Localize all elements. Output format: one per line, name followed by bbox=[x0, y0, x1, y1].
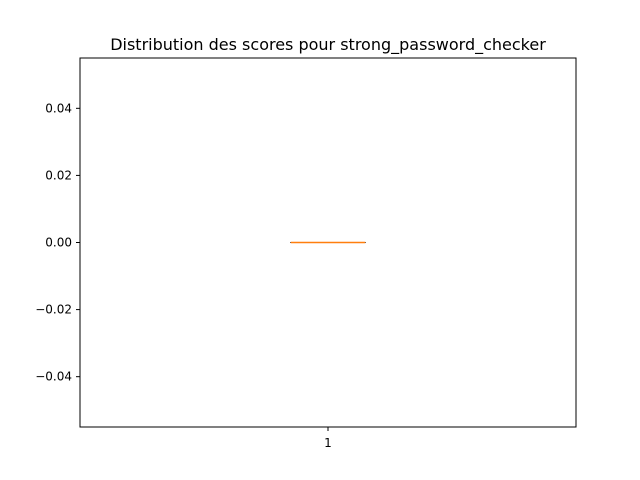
y-tick-label: −0.02 bbox=[35, 303, 72, 317]
y-tick-label: 0.04 bbox=[45, 101, 72, 115]
y-axis: 0.04 0.02 0.00 −0.02 −0.04 bbox=[35, 101, 80, 384]
y-tick-label: 0.00 bbox=[45, 236, 72, 250]
x-axis: 1 bbox=[324, 427, 332, 450]
y-tick-label: 0.02 bbox=[45, 168, 72, 182]
y-tick-label: −0.04 bbox=[35, 370, 72, 384]
chart-title: Distribution des scores pour strong_pass… bbox=[110, 35, 546, 55]
x-tick-label: 1 bbox=[324, 436, 332, 450]
